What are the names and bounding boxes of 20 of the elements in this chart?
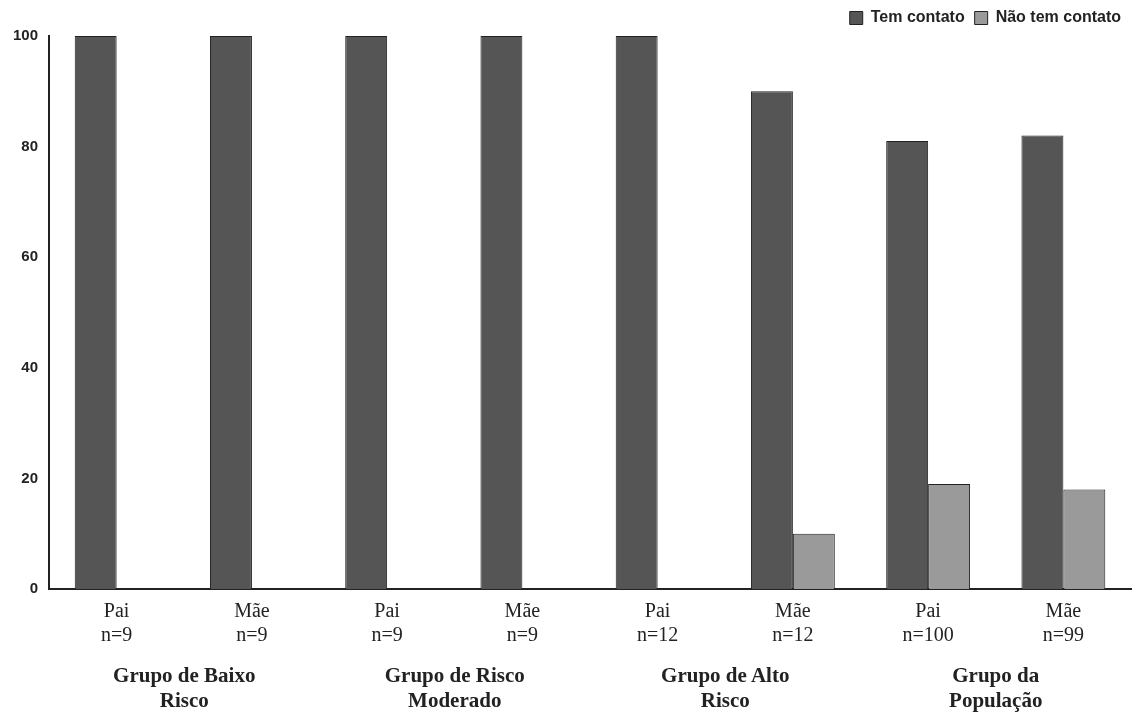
- text: Grupo da População: [949, 663, 1043, 713]
- x-tick-label: Pai n=9: [101, 599, 133, 646]
- y-tick-label: 60: [21, 247, 39, 265]
- y-tick-label: 40: [21, 357, 39, 375]
- x-tick-label: Mãe n=12: [772, 599, 814, 646]
- y-tick-label: 100: [13, 26, 39, 44]
- x-tick-label: Mãe n=9: [504, 599, 541, 646]
- text: Grupo de Risco Moderado: [384, 663, 525, 713]
- x-tick-label: Mãe n=9: [234, 599, 270, 646]
- legend-label: Não tem contato: [995, 8, 1122, 26]
- legend-label: Tem contato: [870, 8, 965, 26]
- y-tick-label: 0: [29, 579, 39, 597]
- x-tick-label: Pai n=12: [637, 599, 679, 646]
- y-tick-label: 20: [21, 468, 39, 486]
- text: Grupo de Alto Risco: [661, 663, 790, 713]
- x-tick-label: Pai n=9: [371, 599, 403, 646]
- x-tick-label: Mãe n=99: [1042, 599, 1085, 646]
- x-tick-label: Pai n=100: [902, 599, 954, 646]
- text: Grupo de Baixo Risco: [113, 663, 256, 713]
- y-tick-label: 80: [21, 136, 39, 154]
